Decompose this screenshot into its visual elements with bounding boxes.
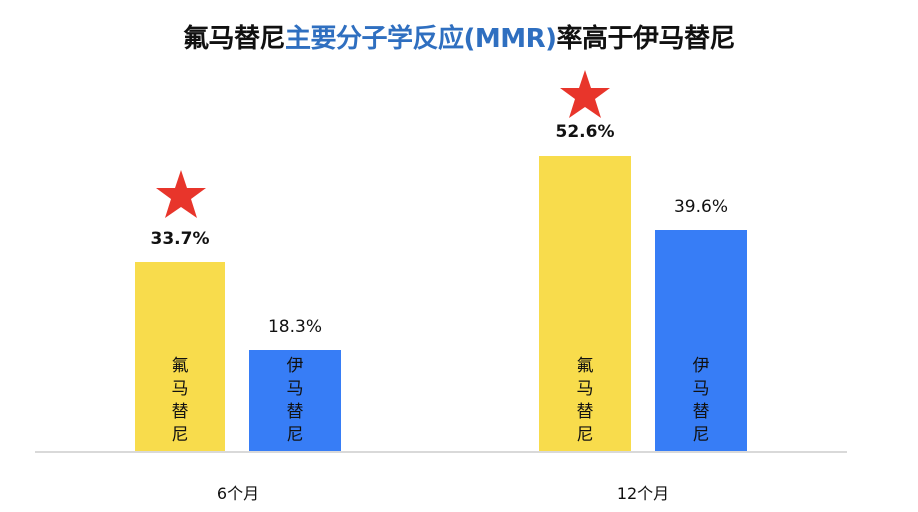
category-label-12m: 12个月 <box>616 484 670 503</box>
value-label: 39.6% <box>673 197 728 217</box>
bar-imatinib-6m: 伊马替尼 <box>249 350 341 451</box>
x-axis-line <box>35 451 847 453</box>
title-part3: 率高于伊马替尼 <box>556 24 736 54</box>
chart-title: 氟马替尼主要分子学反应(MMR)率高于伊马替尼 <box>0 18 918 55</box>
bar-series-label: 氟马替尼 <box>171 356 189 445</box>
bar-series-label: 伊马替尼 <box>692 356 710 445</box>
title-highlight: 主要分子学反应(MMR) <box>284 24 557 54</box>
bar-imatinib-12m: 伊马替尼 <box>655 230 747 451</box>
title-part1: 氟马替尼 <box>182 24 286 54</box>
value-label: 52.6% <box>555 122 615 142</box>
star-icon <box>156 170 206 218</box>
category-label-6m: 6个月 <box>216 484 260 503</box>
value-label: 33.7% <box>150 229 210 249</box>
value-label: 18.3% <box>267 317 322 337</box>
bar-series-label: 伊马替尼 <box>286 356 304 445</box>
bar-flumatinib-6m: 氟马替尼 <box>135 262 225 451</box>
bar-flumatinib-12m: 氟马替尼 <box>539 156 631 451</box>
star-icon <box>560 70 610 118</box>
bar-series-label: 氟马替尼 <box>576 356 594 445</box>
